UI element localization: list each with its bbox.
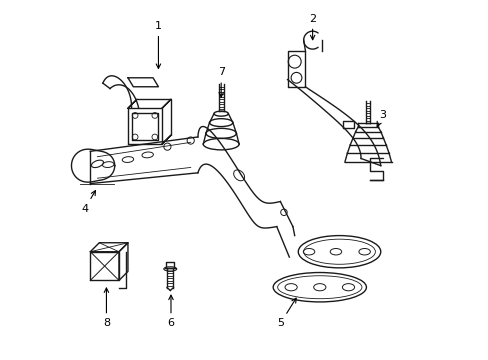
Text: 3: 3 (376, 111, 385, 126)
Text: 6: 6 (167, 295, 174, 328)
Text: 8: 8 (102, 288, 110, 328)
Text: 5: 5 (276, 298, 296, 328)
Text: 7: 7 (217, 67, 224, 97)
Text: 2: 2 (308, 14, 316, 40)
Text: 4: 4 (81, 191, 95, 214)
Text: 1: 1 (155, 21, 162, 68)
